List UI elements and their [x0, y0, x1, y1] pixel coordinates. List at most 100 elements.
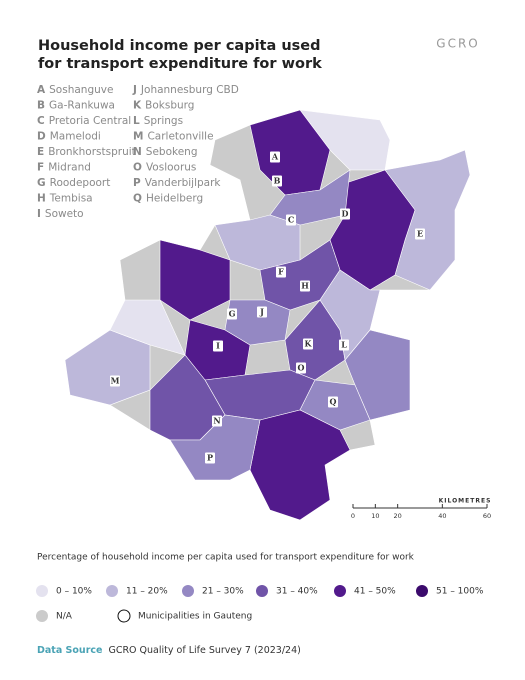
place-entry: I Soweto [37, 208, 84, 220]
map-label: L [339, 339, 349, 351]
region [109, 299, 186, 356]
place-letter: C [37, 115, 45, 127]
place-entry: G Roodepoort [37, 177, 110, 189]
logo: GCRO [436, 37, 479, 51]
legend-label: 11 – 20% [126, 587, 168, 597]
place-entry: C Pretoria Central [37, 115, 131, 127]
legend-swatch [182, 585, 194, 597]
region [64, 329, 151, 406]
legend-title: Percentage of household income per capit… [37, 553, 415, 563]
place-letter: O [133, 162, 142, 174]
place-letter: K [133, 100, 142, 112]
map-label: C [286, 214, 296, 226]
legend-label: 41 – 50% [354, 587, 396, 597]
place-name: Carletonville [147, 131, 213, 143]
legend-label: 0 – 10% [56, 587, 92, 597]
legend-label: 31 – 40% [276, 587, 318, 597]
legend-swatch [416, 585, 428, 597]
map-label-letter: N [213, 416, 220, 426]
scale-tick-label: 10 [371, 512, 379, 520]
map-label-box [110, 375, 120, 387]
map-label: A [270, 151, 280, 163]
place-name: Mamelodi [50, 131, 101, 143]
title-line: for transport expenditure for work [38, 56, 322, 72]
map-label-box [227, 308, 237, 320]
place-entry: F Midrand [37, 162, 91, 174]
place-name: Tembisa [49, 193, 93, 205]
map-label-letter: P [207, 453, 213, 463]
map-label-letter: C [288, 215, 294, 225]
map-label-letter: H [301, 281, 309, 291]
place-entry: B Ga-Rankuwa [37, 100, 115, 112]
place-letter: A [37, 84, 46, 96]
place-letter: L [133, 115, 140, 127]
place-letter: P [133, 177, 141, 189]
place-entry: N Sebokeng [133, 146, 198, 158]
legend-label: 21 – 30% [202, 587, 244, 597]
map-label: G [227, 308, 237, 320]
region [214, 214, 301, 271]
map [64, 109, 471, 521]
map-label: O [296, 362, 306, 374]
legend-swatch [334, 585, 346, 597]
map-label: J [257, 306, 267, 318]
map-label-box [272, 175, 282, 187]
map-label: M [110, 375, 120, 387]
place-letter: G [37, 177, 46, 189]
place-entry: A Soshanguve [37, 84, 113, 96]
map-label-letter: D [342, 209, 349, 219]
map-label-box [328, 396, 338, 408]
place-name: Bronkhorstspruit [48, 146, 136, 158]
place-name: Roodepoort [50, 177, 111, 189]
map-label-letter: O [298, 363, 305, 373]
map-label-letter: M [111, 376, 120, 386]
map-label-box [286, 214, 296, 226]
place-letter: N [133, 146, 142, 158]
map-label-box [415, 228, 425, 240]
scale-tick-label: 60 [483, 512, 491, 520]
place-letter: I [37, 208, 41, 220]
map-label-letter: E [417, 229, 423, 239]
title-line: Household income per capita used [38, 38, 320, 54]
legend-swatch [256, 585, 268, 597]
place-letter: F [37, 162, 44, 174]
region [249, 409, 351, 521]
place-name: Boksburg [145, 100, 194, 112]
place-letter: D [37, 131, 46, 143]
map-label: Q [328, 396, 338, 408]
place-name: Heidelberg [146, 193, 203, 205]
place-entry: L Springs [133, 115, 183, 127]
map-label-letter: G [229, 309, 236, 319]
scale-tick-label: 20 [394, 512, 402, 520]
legend-swatch [36, 610, 48, 622]
map-label-box [296, 362, 306, 374]
place-letter: M [133, 131, 143, 143]
map-label: P [205, 452, 215, 464]
source-text: GCRO Quality of Life Survey 7 (2023/24) [108, 645, 300, 656]
place-name: Vanderbijlpark [145, 177, 222, 189]
place-name: Soweto [45, 208, 84, 220]
map-label-box [213, 340, 223, 352]
map-label: D [340, 208, 350, 220]
legend-swatch [106, 585, 118, 597]
map-label-box [276, 266, 286, 278]
map-label-box [340, 208, 350, 220]
place-name: Midrand [48, 162, 91, 174]
region [169, 414, 261, 481]
place-entry: K Boksburg [133, 100, 194, 112]
place-letter: B [37, 100, 45, 112]
map-label-letter: F [278, 267, 284, 277]
map-label: H [300, 280, 310, 292]
place-letter: Q [133, 193, 142, 205]
place-entry: E Bronkhorstspruit [37, 146, 136, 158]
place-name: Ga-Rankuwa [49, 100, 115, 112]
place-entry: P Vanderbijlpark [133, 177, 221, 189]
place-name: Sebokeng [146, 146, 198, 158]
place-name: Pretoria Central [49, 115, 131, 127]
map-label-box [212, 415, 222, 427]
place-name: Johannesburg CBD [140, 84, 239, 96]
place-entry: H Tembisa [37, 193, 93, 205]
map-label-letter: K [305, 339, 313, 349]
place-entry: J Johannesburg CBD [132, 84, 239, 96]
